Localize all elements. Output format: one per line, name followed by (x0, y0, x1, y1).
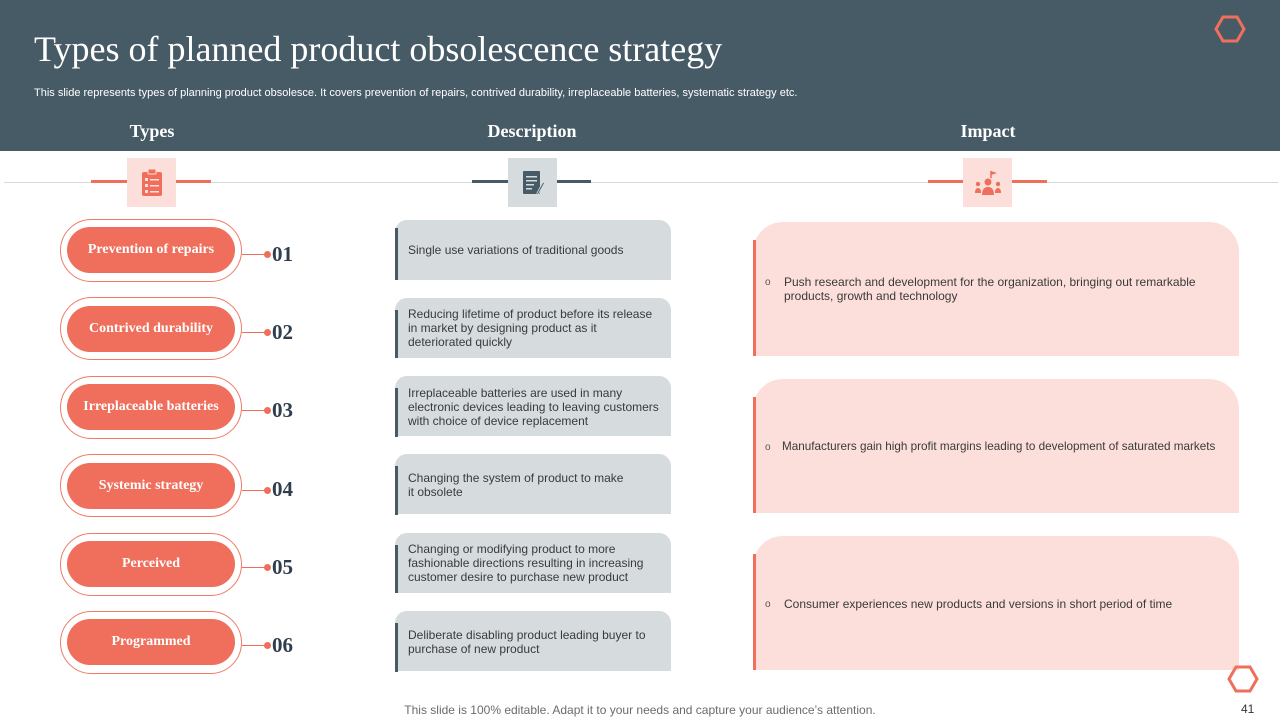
icon-divider (1011, 180, 1047, 183)
description-text: Changing the system of product to make i… (408, 471, 624, 499)
type-number: 04 (272, 477, 293, 501)
description-accent (395, 388, 398, 437)
description-text: Deliberate disabling product leading buy… (408, 628, 646, 656)
type-dot (264, 564, 271, 571)
description-box: Changing or modifying product to more fa… (395, 533, 671, 593)
impact-text: Manufacturers gain high profit margins l… (782, 440, 1216, 453)
type-pill: Contrived durability (67, 306, 235, 352)
description-text: Single use variations of traditional goo… (408, 243, 624, 257)
impact-bullet: o (765, 277, 771, 288)
type-connector (242, 332, 267, 333)
impact-bullet: o (765, 599, 771, 610)
icon-divider (472, 180, 508, 183)
type-dot (264, 487, 271, 494)
type-dot (264, 329, 271, 336)
description-accent (395, 466, 398, 515)
types-icon-box (127, 158, 176, 207)
icon-divider (928, 180, 964, 183)
document-pen-icon (522, 170, 545, 196)
description-box: Deliberate disabling product leading buy… (395, 611, 671, 672)
impact-text: Consumer experiences new products and ve… (784, 597, 1173, 611)
page-number: 41 (1241, 702, 1255, 716)
divider (4, 182, 1278, 183)
type-pill: Irreplaceable batteries (67, 384, 235, 430)
description-box: Irreplaceable batteries are used in many… (395, 376, 671, 437)
description-text: Changing or modifying product to more fa… (408, 542, 644, 584)
slide-subtitle: This slide represents types of planning … (34, 87, 798, 99)
type-connector (242, 490, 267, 491)
description-text: Irreplaceable batteries are used in many… (408, 386, 659, 428)
description-accent (395, 545, 398, 593)
type-dot (264, 251, 271, 258)
checklist-icon (141, 168, 162, 196)
icon-divider (91, 180, 127, 183)
type-number: 01 (272, 242, 293, 266)
type-connector (242, 410, 267, 411)
team-leader-icon (974, 170, 1001, 195)
description-accent (395, 623, 398, 672)
type-pill: Perceived (67, 541, 235, 587)
description-icon-box (508, 158, 557, 207)
type-number: 03 (272, 398, 293, 422)
impact-accent (753, 240, 756, 356)
impact-box: o Consumer experiences new products and … (753, 536, 1239, 670)
column-heading-description: Description (487, 121, 577, 141)
footer-note: This slide is 100% editable. Adapt it to… (404, 703, 876, 717)
hexagon-outline-icon (1227, 665, 1259, 693)
type-connector (242, 254, 267, 255)
type-pill: Systemic strategy (67, 463, 235, 509)
hexagon-outline-icon (1214, 15, 1246, 43)
column-heading-types: Types (129, 121, 175, 141)
impact-accent (753, 397, 756, 513)
column-heading-impact: Impact (960, 121, 1016, 141)
description-box: Reducing lifetime of product before its … (395, 298, 671, 358)
type-pill: Programmed (67, 619, 235, 665)
type-pill: Prevention of repairs (67, 227, 235, 273)
impact-text: Push research and development for the or… (784, 275, 1196, 303)
type-connector (242, 645, 267, 646)
impact-icon-box (963, 158, 1012, 207)
description-text: Reducing lifetime of product before its … (408, 307, 653, 349)
description-box: Changing the system of product to make i… (395, 454, 671, 515)
type-dot (264, 642, 271, 649)
impact-bullet: o (765, 442, 771, 453)
description-accent (395, 228, 398, 280)
type-number: 06 (272, 633, 293, 657)
type-connector (242, 567, 267, 568)
icon-divider (555, 180, 591, 183)
icon-divider (175, 180, 211, 183)
impact-box: o Push research and development for the … (753, 222, 1239, 356)
description-box: Single use variations of traditional goo… (395, 220, 671, 280)
header-band (0, 0, 1280, 151)
type-dot (264, 407, 271, 414)
impact-box: o Manufacturers gain high profit margins… (753, 379, 1239, 513)
description-accent (395, 310, 398, 358)
slide-title: Types of planned product obsolescence st… (34, 29, 723, 69)
type-number: 05 (272, 555, 293, 579)
impact-accent (753, 554, 756, 670)
type-number: 02 (272, 320, 293, 344)
